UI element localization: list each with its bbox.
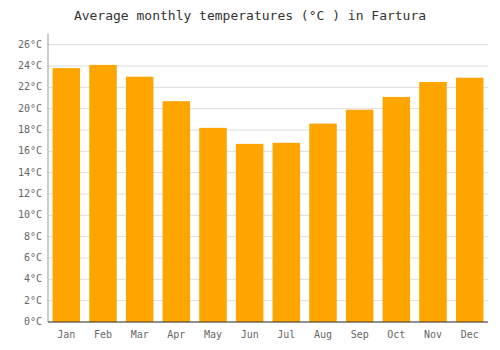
bar <box>419 82 447 322</box>
y-tick-label: 24°C <box>18 60 42 71</box>
y-axis-line <box>48 34 49 322</box>
bar <box>346 110 374 322</box>
y-tick-label: 10°C <box>18 209 42 220</box>
x-tick-label: Oct <box>387 329 405 340</box>
bar <box>126 77 153 322</box>
y-tick-label: 20°C <box>18 103 42 114</box>
grid-line <box>48 44 488 45</box>
y-tick-label: 8°C <box>24 231 42 242</box>
bar <box>456 78 484 322</box>
title: Average monthly temperatures (°C ) in Fa… <box>74 8 426 23</box>
y-tick-label: 26°C <box>18 39 42 50</box>
bar <box>309 124 337 322</box>
bar <box>383 97 411 322</box>
bar <box>163 101 191 322</box>
x-tick-label: Apr <box>167 329 185 340</box>
x-tick-label: Mar <box>131 329 149 340</box>
x-tick-label: Jan <box>57 329 75 340</box>
y-tick-label: 4°C <box>24 273 42 284</box>
x-axis-ticks: Jan Feb Mar Apr May Jun Jul Aug Sep Oct Nov Dec <box>57 329 478 340</box>
x-axis-line <box>48 322 488 323</box>
y-tick-label: 14°C <box>18 167 42 178</box>
grid-line <box>48 322 488 323</box>
x-tick-label: Aug <box>314 329 332 340</box>
bar <box>89 65 117 322</box>
x-tick-label: Sep <box>351 329 369 340</box>
y-tick-label: 6°C <box>24 252 42 263</box>
x-tick-label: Nov <box>424 329 442 340</box>
y-tick-label: 22°C <box>18 81 42 92</box>
x-tick-label: Jul <box>277 329 295 340</box>
y-axis-ticks: 0°C 2°C 4°C 6°C 8°C 10°C 12°C 14°C 16°C 18°C 20°C 2… <box>18 39 42 327</box>
y-tick-label: 16°C <box>18 145 42 156</box>
y-tick-label: 12°C <box>18 188 42 199</box>
y-tick-label: 2°C <box>24 295 42 306</box>
grid <box>48 45 488 322</box>
y-tick-label: 18°C <box>18 124 42 135</box>
x-tick-label: Dec <box>461 329 479 340</box>
x-tick-label: Jun <box>241 329 259 340</box>
bar <box>199 128 227 322</box>
x-tick-label: Feb <box>94 329 112 340</box>
chart: Average monthly temperatures (°C ) in Fa… <box>0 0 500 350</box>
y-tick-label: 0°C <box>24 316 42 327</box>
bar <box>273 143 301 322</box>
bars <box>53 65 484 322</box>
bar <box>53 68 80 322</box>
x-tick-label: May <box>204 329 222 340</box>
bar <box>236 144 264 322</box>
